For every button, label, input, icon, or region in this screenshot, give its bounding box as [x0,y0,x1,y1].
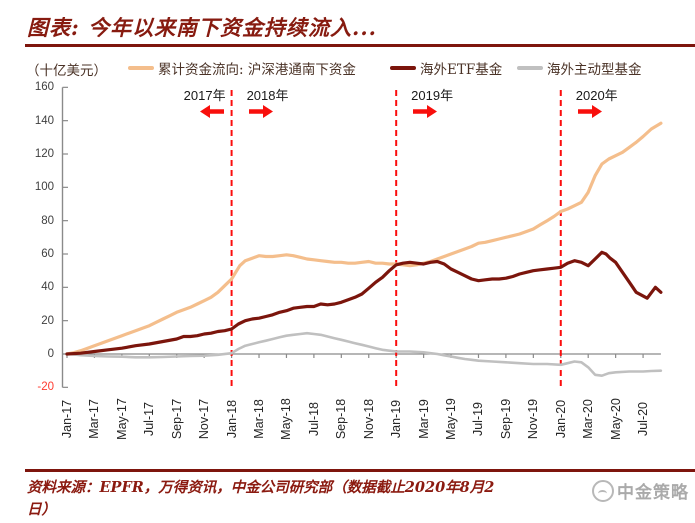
x-tick-label: May-19 [444,398,459,440]
watermark: 中金策略 [592,478,689,503]
x-tick-label: Sep-19 [498,398,513,440]
series-line [65,121,663,356]
year-annotation-label: 2019年 [411,88,454,103]
right-arrow-icon [248,105,273,118]
y-tick-label: -20 [37,381,54,394]
y-axis-unit-label: （十亿美元） [26,63,107,79]
y-tick-label: 120 [34,148,54,160]
x-tick-label: May-18 [279,398,294,440]
y-tick-label: 60 [41,248,54,260]
x-tick-label: Sep-17 [169,398,184,440]
x-tick-label: Jul-17 [142,401,157,437]
x-tick-label: Mar-20 [581,399,596,439]
right-arrow-icon [577,105,602,118]
x-tick-label: Sep-18 [334,398,349,440]
legend-label: 海外主动型基金 [547,62,642,78]
x-tick-label: Mar-18 [252,399,267,439]
legend-line-swatch [128,66,154,70]
x-tick-label: Nov-18 [361,398,376,440]
y-tick-label: 40 [41,281,54,294]
year-annotation-label: 2020年 [575,88,618,103]
x-tick-label: Mar-19 [416,399,431,439]
y-tick-label: 140 [34,114,54,127]
legend-item-overseas-etf: 海外ETF基金 [390,59,503,78]
x-tick-label: Nov-19 [526,398,541,440]
legend-item-overseas-active: 海外主动型基金 [517,59,642,78]
x-tick-label: Jan-20 [553,399,568,439]
x-tick-label: Jul-20 [636,401,651,437]
year-annotation-label: 2018年 [246,88,289,103]
legend-label: 累计资金流向: 沪深港通南下资金 [158,62,356,78]
x-tick-label: Jan-17 [60,399,74,439]
y-tick-label: 160 [34,81,54,94]
x-tick-label: May-20 [608,398,623,440]
x-tick-label: Jul-19 [471,401,486,437]
x-tick-label: Nov-17 [197,398,212,440]
legend-line-swatch [517,66,543,70]
source-note-line1: 资料来源：EPFR，万得资讯，中金公司研究部（数据截止2020年8月2 [27,479,495,496]
legend-item-southbound: 累计资金流向: 沪深港通南下资金 [128,59,356,78]
page-title: 图表: 今年以来南下资金持续流入... [27,15,377,40]
x-tick-label: May-17 [114,398,129,440]
y-tick-label: 80 [41,214,54,227]
y-tick-label: 0 [47,348,54,360]
source-note-line2: 日） [27,501,56,518]
x-tick-label: Jan-18 [224,399,239,439]
year-annotation-label: 2017年 [183,88,226,103]
series-line [65,331,663,377]
cicc-logo-icon [592,479,614,502]
right-arrow-icon [413,105,438,118]
title-divider [25,44,695,47]
y-tick-label: 20 [41,314,54,327]
footer-divider [25,469,695,472]
legend-line-swatch [390,66,416,70]
x-tick-label: Jul-18 [306,401,321,437]
left-arrow-icon [199,105,224,118]
legend-label: 海外ETF基金 [420,62,503,78]
watermark-label: 中金策略 [617,483,689,503]
y-tick-label: 100 [34,181,54,194]
series-line [65,250,663,356]
x-tick-label: Jan-19 [389,399,404,439]
x-tick-label: Mar-17 [87,399,102,439]
